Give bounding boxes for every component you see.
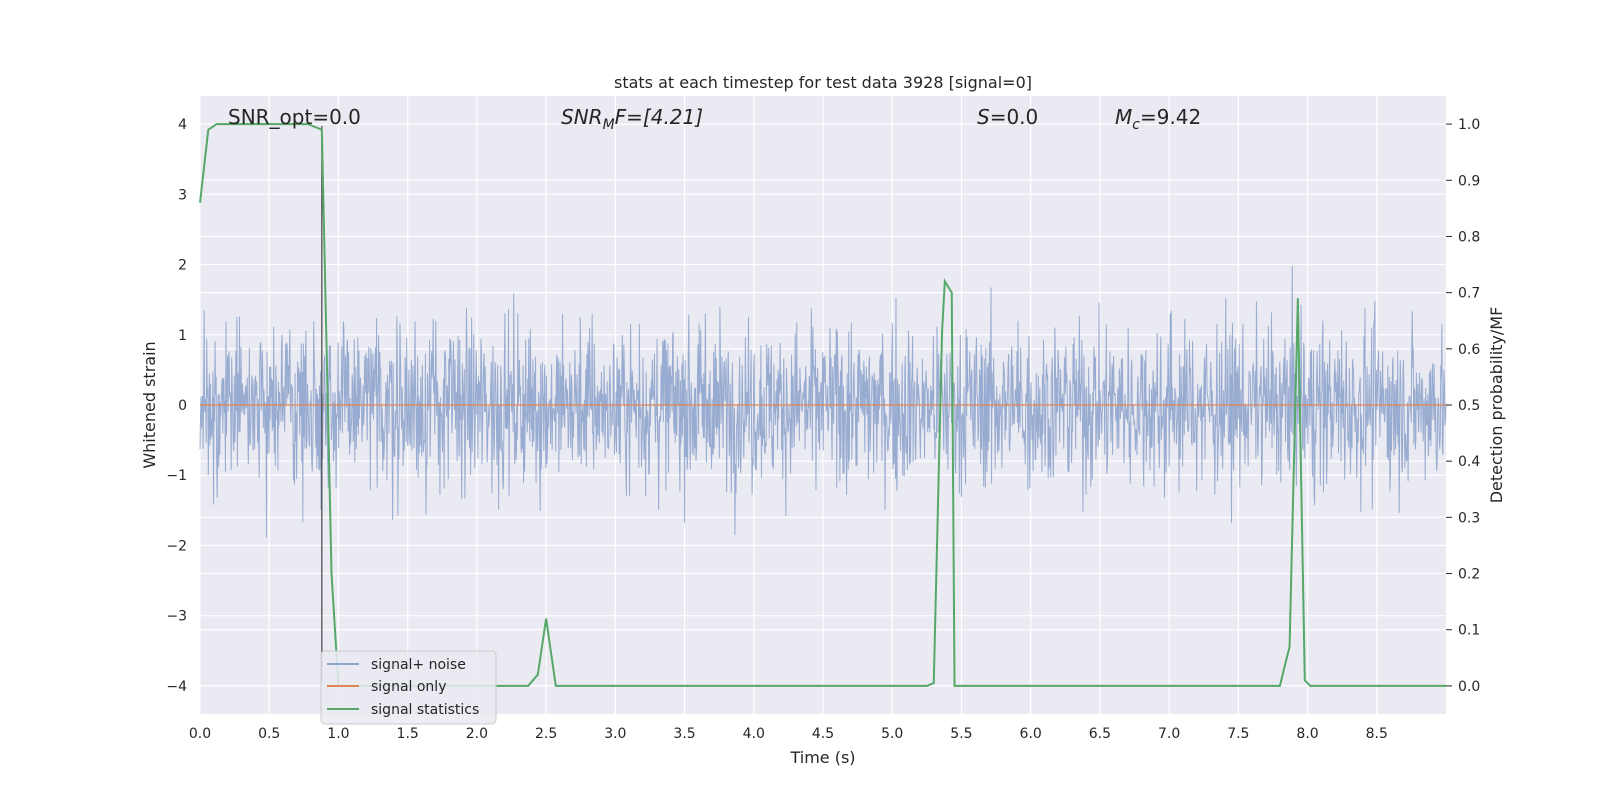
y-tick-label: 2 <box>178 258 187 274</box>
y2-tick-label: 0.8 <box>1458 229 1480 245</box>
legend-label-signal-only: signal only <box>371 679 446 695</box>
y-tick-label: 0 <box>178 398 187 414</box>
annotation-s: S=0.0 <box>977 105 1038 129</box>
y2-tick-label: 0.9 <box>1458 173 1480 189</box>
annotation-snr-opt: SNR_opt=0.0 <box>228 105 361 129</box>
x-tick-label: 3.5 <box>673 726 695 742</box>
y2-axis-label: Detection probability/MF <box>1487 307 1506 504</box>
x-tick-label: 7.0 <box>1158 726 1180 742</box>
x-tick-label: 4.0 <box>743 726 765 742</box>
legend-label-signal-noise: signal+ noise <box>371 657 466 673</box>
x-tick-label: 8.0 <box>1296 726 1318 742</box>
y2-tick-label: 0.6 <box>1458 342 1480 358</box>
x-tick-label: 1.5 <box>397 726 419 742</box>
x-tick-label: 4.5 <box>812 726 834 742</box>
x-tick-label: 6.0 <box>1020 726 1042 742</box>
x-tick-label: 8.5 <box>1366 726 1388 742</box>
series-signal-noise <box>199 265 1447 538</box>
x-tick-label: 0.0 <box>189 726 211 742</box>
chart-title: stats at each timestep for test data 392… <box>614 73 1032 92</box>
y2-tick-label: 0.5 <box>1458 398 1480 414</box>
y2-tick-label: 0.0 <box>1458 679 1480 695</box>
x-tick-label: 1.0 <box>327 726 349 742</box>
y2-tick-label: 0.3 <box>1458 510 1480 526</box>
y-tick-label: −3 <box>166 609 187 625</box>
x-tick-label: 7.5 <box>1227 726 1249 742</box>
x-tick-label: 6.5 <box>1089 726 1111 742</box>
y2-tick-label: 1.0 <box>1458 117 1480 133</box>
y2-tick-labels: 0.0 0.1 0.2 0.3 0.4 0.5 0.6 0.7 0.8 0.9 1.0 <box>1446 117 1480 695</box>
annotation-snr-mf: SNRMF=[4.21] <box>561 105 703 133</box>
y-axis-label: Whitened strain <box>140 341 159 468</box>
y-tick-label: 3 <box>178 187 187 203</box>
y-tick-labels: −4 −3 −2 −1 0 1 2 3 4 <box>166 117 187 695</box>
legend: signal+ noise signal only signal statist… <box>320 650 497 725</box>
y2-tick-label: 0.7 <box>1458 286 1480 302</box>
x-tick-label: 5.0 <box>881 726 903 742</box>
x-tick-label: 5.5 <box>950 726 972 742</box>
x-tick-label: 2.0 <box>466 726 488 742</box>
legend-label-signal-statistics: signal statistics <box>371 702 479 718</box>
x-tick-label: 0.5 <box>258 726 280 742</box>
x-axis-label: Time (s) <box>789 748 855 767</box>
y2-tick-label: 0.1 <box>1458 623 1480 639</box>
x-tick-label: 2.5 <box>535 726 557 742</box>
y-tick-label: −2 <box>166 538 187 554</box>
annotation-mc: Mc=9.42 <box>1115 105 1201 133</box>
x-tick-labels: 0.0 0.5 1.0 1.5 2.0 2.5 3.0 3.5 4.0 4.5 5.0 5.5 6.0 6… <box>189 726 1388 742</box>
series-signal-statistics <box>199 123 1446 687</box>
y2-tick-label: 0.2 <box>1458 567 1480 583</box>
y-tick-label: −4 <box>166 679 187 695</box>
y-tick-label: −1 <box>166 468 187 484</box>
y-tick-label: 4 <box>178 117 187 133</box>
x-tick-label: 3.0 <box>604 726 626 742</box>
legend-box <box>320 650 497 725</box>
y2-tick-label: 0.4 <box>1458 454 1480 470</box>
y-tick-label: 1 <box>178 328 187 344</box>
noise-trace <box>199 265 1447 538</box>
